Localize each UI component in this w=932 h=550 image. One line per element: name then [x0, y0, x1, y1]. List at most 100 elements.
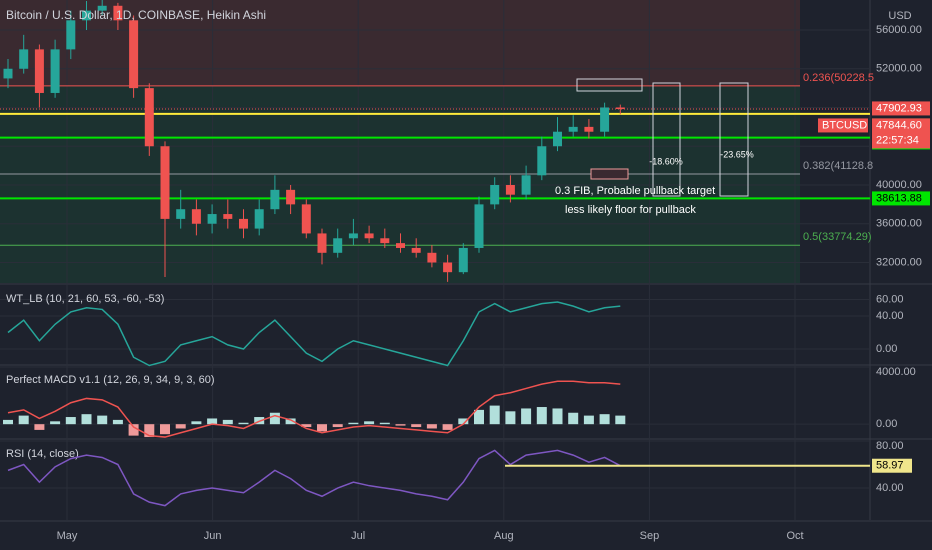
price-label: 38613.88: [876, 192, 922, 204]
macd-bar: [505, 411, 516, 425]
price-label-bg: [872, 101, 930, 116]
candle-body: [348, 233, 358, 239]
candle-body: [380, 238, 390, 244]
candle-body: [600, 107, 610, 132]
x-tick-label: Jul: [351, 530, 365, 542]
annotation: -18.60%: [649, 156, 683, 166]
macd-bar: [599, 414, 610, 425]
candle-body: [615, 107, 625, 110]
macd-bar: [583, 415, 594, 425]
y-tick-label: 32000.00: [876, 256, 922, 268]
x-tick-label: Jun: [204, 530, 222, 542]
candle-body: [553, 131, 562, 147]
macd-bar: [112, 419, 123, 425]
chart-title: Bitcoin / U.S. Dollar, 1D, COINBASE, Hei…: [6, 8, 266, 22]
x-tick-label: Aug: [494, 530, 514, 542]
measure-box: [652, 82, 681, 197]
macd-bar: [269, 412, 280, 425]
macd-bar: [458, 418, 469, 425]
candle-body: [364, 233, 374, 239]
candle-body: [584, 126, 594, 132]
macd-bar: [536, 407, 547, 425]
measure-box: [719, 82, 749, 197]
x-tick-label: May: [57, 530, 78, 542]
macd-bar: [332, 424, 343, 428]
fib-label: 0.5(33774.29): [803, 231, 872, 243]
annotation: -23.65%: [720, 149, 754, 159]
candle-body: [443, 262, 453, 273]
candle-body: [113, 5, 123, 21]
candle-body: [129, 20, 139, 89]
macd-bar: [207, 418, 218, 425]
candle-body: [427, 252, 437, 263]
x-tick-label: Oct: [786, 530, 803, 542]
macd-bar: [379, 422, 390, 425]
macd-bar: [128, 424, 139, 436]
candle-body: [176, 209, 186, 219]
rsi-label-bg: [872, 458, 912, 473]
y-tick-label: 40.00: [876, 310, 904, 322]
candle-body: [521, 175, 531, 195]
last-price-label: 47844.60: [876, 119, 922, 131]
symbol-label: BTCUSD: [822, 119, 867, 131]
macd-bar: [50, 421, 61, 425]
y-tick-label: 52000.00: [876, 63, 922, 75]
macd-bar: [364, 421, 375, 425]
y-tick-label: 0.00: [876, 418, 897, 430]
candle-body: [458, 247, 468, 273]
macd-bar: [395, 424, 406, 426]
candle-body: [82, 10, 91, 21]
macd-bar: [175, 424, 186, 429]
x-tick-label: Sep: [640, 530, 660, 542]
candle-body: [568, 126, 578, 132]
candle-body: [537, 146, 547, 176]
box: [590, 168, 629, 180]
y-tick-label: 60.00: [876, 293, 904, 305]
candle-body: [207, 214, 217, 224]
indicator-line: [7, 301, 621, 367]
candle-body: [301, 204, 311, 234]
annotation: 0.3 FIB, Probable pullback target: [555, 185, 715, 197]
candle-body: [66, 20, 76, 50]
candle-body: [490, 184, 500, 205]
macd-bar: [18, 415, 29, 425]
macd-bar: [144, 424, 155, 438]
macd-bar: [426, 424, 437, 429]
candle-body: [239, 218, 248, 229]
candle-body: [411, 247, 421, 253]
annotation: less likely floor for pullback: [565, 204, 696, 216]
candle-body: [144, 88, 154, 147]
macd-bar: [81, 414, 92, 425]
price-label-bg: [872, 191, 930, 206]
currency: USD: [888, 10, 911, 22]
indicator-title: RSI (14, close): [6, 448, 79, 460]
indicator-line: [7, 449, 621, 507]
rsi-label: 58.97: [876, 460, 904, 472]
macd-bar: [3, 419, 13, 425]
macd-bar: [442, 424, 453, 430]
candle-body: [270, 189, 280, 210]
fib-label: 0.236(50228.5: [803, 72, 874, 84]
price-label: 47902.93: [876, 102, 922, 114]
macd-bar: [238, 422, 249, 425]
y-tick-label: 80.00: [876, 440, 904, 452]
candle-body: [50, 49, 60, 93]
candle-body: [160, 146, 170, 219]
macd-bar: [285, 418, 296, 425]
candle-body: [505, 184, 515, 195]
symbol-label-bg: [818, 118, 868, 133]
candle-body: [3, 68, 13, 79]
last-price-bg: [872, 118, 930, 149]
candle-body: [396, 243, 405, 248]
macd-bar: [489, 405, 500, 425]
candle-body: [34, 49, 44, 93]
macd-bar: [65, 417, 76, 425]
indicator-title: WT_LB (10, 21, 60, 53, -60, -53): [6, 293, 164, 305]
macd-bar: [317, 424, 327, 432]
y-tick-label: 40.00: [876, 482, 904, 494]
y-tick-label: 36000.00: [876, 218, 922, 230]
candle-body: [254, 209, 264, 229]
